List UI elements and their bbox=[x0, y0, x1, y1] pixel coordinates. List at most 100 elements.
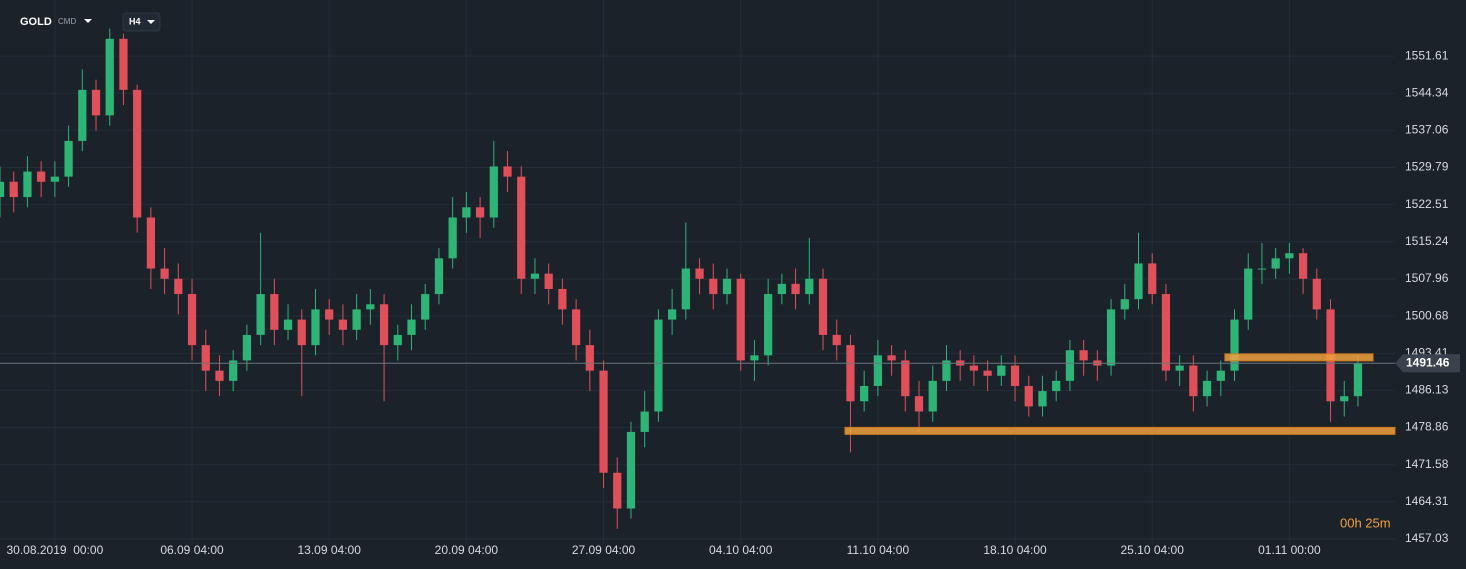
x-tick-label: 04.10 04:00 bbox=[709, 543, 773, 557]
candle-body bbox=[736, 278, 745, 361]
y-tick-label: 1522.51 bbox=[1405, 197, 1449, 211]
candle-body bbox=[750, 355, 759, 361]
y-tick-label: 1464.31 bbox=[1405, 494, 1449, 508]
candle-body bbox=[887, 355, 896, 361]
candle-body bbox=[681, 268, 690, 310]
candle-body bbox=[270, 294, 279, 330]
candle-body bbox=[654, 319, 663, 412]
candle-body bbox=[187, 294, 197, 346]
candle-body bbox=[1065, 350, 1075, 381]
candle-body bbox=[558, 288, 567, 310]
candle-body bbox=[201, 345, 210, 371]
x-tick-label: 13.09 04:00 bbox=[298, 543, 362, 557]
candle-body bbox=[1285, 253, 1294, 259]
x-tick-label: 30.08.2019 00:00 bbox=[6, 543, 103, 557]
candle-body bbox=[1175, 365, 1184, 371]
candle-body bbox=[709, 278, 718, 295]
candle-body bbox=[64, 140, 73, 177]
symbol-dropdown[interactable] bbox=[84, 19, 92, 23]
candle-body bbox=[791, 283, 800, 295]
candle-body bbox=[530, 273, 540, 279]
timeframe[interactable]: H4 bbox=[129, 16, 141, 26]
candle-body bbox=[311, 309, 320, 346]
candle-body bbox=[1340, 396, 1349, 402]
candle-body bbox=[1052, 380, 1061, 392]
candle-body bbox=[1106, 309, 1116, 366]
candle-body bbox=[421, 294, 430, 320]
candle-body bbox=[1134, 263, 1143, 300]
candle-body bbox=[1079, 350, 1088, 361]
candle-body bbox=[338, 319, 348, 330]
candle-body bbox=[1298, 253, 1308, 279]
candle-body bbox=[1024, 385, 1033, 407]
candle-body bbox=[1271, 258, 1280, 269]
candle-body bbox=[105, 38, 114, 116]
y-tick-label: 1457.03 bbox=[1405, 531, 1449, 545]
countdown: 00h 25m bbox=[1340, 515, 1391, 530]
candle-body bbox=[1120, 299, 1129, 310]
candle-body bbox=[832, 334, 841, 346]
candle-body bbox=[448, 217, 457, 259]
candle-body bbox=[777, 283, 786, 295]
candle-body bbox=[1038, 391, 1047, 407]
candle-body bbox=[434, 258, 444, 295]
candle-body bbox=[613, 472, 622, 509]
candle-body bbox=[1189, 365, 1198, 397]
candle-body bbox=[489, 166, 498, 218]
candle-body bbox=[1257, 268, 1267, 270]
last-price-label: 1491.46 bbox=[1406, 355, 1450, 369]
candle-body bbox=[146, 217, 155, 269]
candle-body bbox=[160, 268, 169, 279]
candle-body bbox=[0, 181, 5, 198]
candle-body bbox=[873, 355, 882, 386]
candle-body bbox=[1010, 365, 1020, 386]
axis-labels: 1551.61 1544.34 1537.06 1529.79 1522.51 1515.… bbox=[6, 48, 1460, 557]
x-tick-label: 20.09 04:00 bbox=[435, 543, 499, 557]
y-tick-label: 1529.79 bbox=[1405, 160, 1449, 174]
candle-body bbox=[393, 334, 402, 346]
candle-body bbox=[23, 171, 32, 198]
timeframe-dropdown bbox=[147, 20, 155, 24]
candle-body bbox=[1230, 319, 1239, 371]
x-tick-label: 01.11 00:00 bbox=[1258, 543, 1321, 557]
candle-body bbox=[242, 334, 252, 361]
y-tick-label: 1486.13 bbox=[1405, 383, 1449, 397]
candle-body bbox=[1148, 263, 1157, 295]
candle-body bbox=[503, 166, 512, 177]
candle-body bbox=[969, 365, 979, 371]
candle-body bbox=[283, 319, 293, 330]
y-tick-label: 1471.58 bbox=[1405, 457, 1449, 471]
candle-body bbox=[119, 38, 128, 90]
candle-body bbox=[407, 319, 416, 335]
candle-body bbox=[997, 365, 1006, 376]
candle-body bbox=[91, 89, 101, 116]
candle-body bbox=[668, 309, 677, 320]
timeframe-button[interactable] bbox=[122, 12, 161, 32]
y-tick-label: 1507.96 bbox=[1405, 271, 1449, 285]
candle-body bbox=[50, 176, 59, 182]
candle-body bbox=[9, 181, 18, 198]
candle-body bbox=[1244, 268, 1253, 320]
x-tick-label: 25.10 04:00 bbox=[1121, 543, 1185, 557]
candle-body bbox=[818, 278, 828, 335]
candle-body bbox=[640, 411, 649, 432]
candle-body bbox=[366, 304, 375, 310]
candle-body bbox=[1202, 380, 1212, 397]
price-level bbox=[1224, 353, 1374, 362]
candle-body bbox=[1216, 370, 1225, 381]
y-tick-label: 1537.06 bbox=[1405, 123, 1449, 137]
candle-body bbox=[626, 431, 636, 509]
symbol[interactable]: GOLD bbox=[20, 16, 52, 28]
candle-body bbox=[1161, 294, 1171, 371]
price-level bbox=[844, 426, 1396, 435]
candle-body bbox=[78, 89, 87, 141]
last-price-box bbox=[1395, 354, 1460, 373]
candle-body bbox=[256, 294, 265, 335]
y-tick-label: 1478.86 bbox=[1405, 420, 1449, 434]
candle-body bbox=[585, 345, 594, 371]
candle-body bbox=[901, 360, 910, 397]
candle-body bbox=[215, 370, 224, 381]
candle-body bbox=[174, 278, 183, 295]
